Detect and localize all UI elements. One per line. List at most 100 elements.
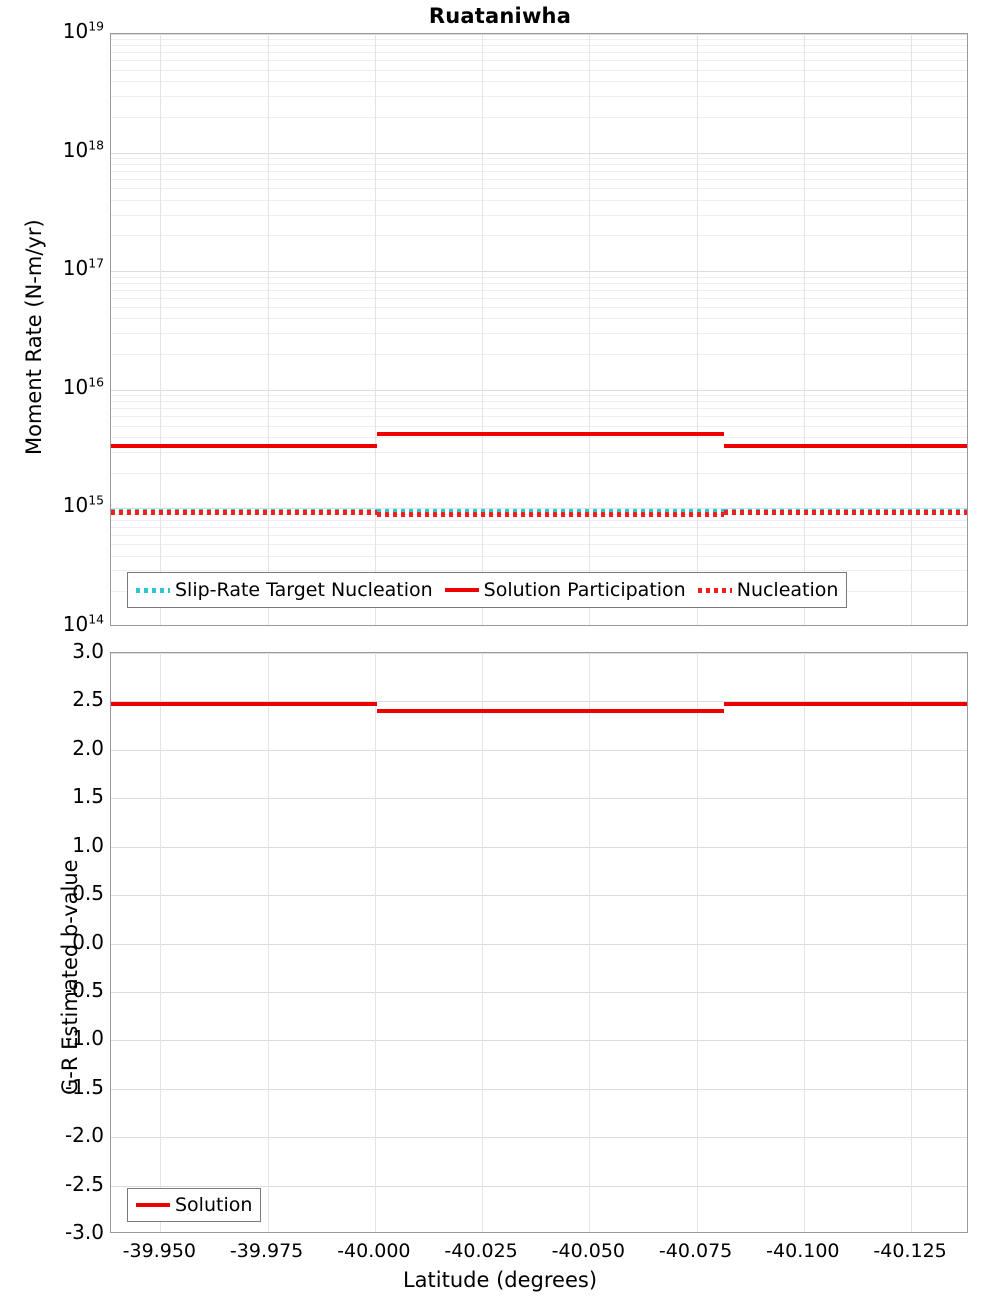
page-title: Ruataniwha (428, 4, 572, 28)
gridline-vertical (911, 34, 913, 625)
gridline-minor (111, 354, 967, 356)
legend-line-icon (444, 588, 479, 592)
data-series-segment (376, 512, 725, 518)
gridline-major (111, 895, 967, 897)
gridline-minor (111, 116, 967, 118)
xtick-label: -40.075 (658, 1240, 733, 1262)
ytick-exponent: 16 (88, 374, 104, 390)
gridline-minor (111, 170, 967, 172)
b-value-plot-area (110, 652, 968, 1233)
bottom-legend-entry[interactable]: Solution (136, 1194, 252, 1216)
gridline-minor (111, 451, 967, 453)
gridline-minor (111, 534, 967, 536)
data-series-segment (724, 702, 967, 707)
gridline-minor (111, 81, 967, 83)
gridline-major (111, 1040, 967, 1042)
ytick-label: 3.0 (72, 639, 104, 663)
gridline-vertical (911, 653, 913, 1232)
gridline-vertical (482, 34, 484, 625)
gridline-minor (111, 519, 967, 521)
ytick-label: -3.0 (64, 1220, 104, 1244)
xtick-label: -40.125 (873, 1240, 947, 1262)
gridline-major (111, 749, 967, 751)
ytick-exponent: 17 (88, 255, 104, 271)
gridline-minor (111, 282, 967, 284)
gridline-minor (111, 178, 967, 180)
gridline-vertical (374, 653, 376, 1232)
gridline-minor (111, 158, 967, 160)
gridline-minor (111, 164, 967, 166)
gridline-major (111, 152, 967, 154)
legend-label: Slip-Rate Target Nucleation (175, 579, 433, 601)
legend-label: Nucleation (736, 579, 839, 601)
gridline-minor (111, 436, 967, 438)
ytick-label: 1016 (63, 374, 104, 396)
ytick-label: -0.5 (64, 977, 104, 1002)
data-series-segment (724, 444, 967, 449)
gridline-minor (111, 188, 967, 190)
gridline-vertical (589, 653, 591, 1232)
gridline-vertical (803, 653, 805, 1232)
top-legend-entry[interactable]: Slip-Rate Target Nucleation (136, 579, 433, 601)
xtick-label: -39.975 (229, 1240, 304, 1262)
ytick-label: 1.5 (72, 784, 104, 809)
b-value-ytick-labels: 3.0 2.5 2.0 1.5 1.0 0.5 0.0 -0.5 -1.0 -1.5 -2.0 -2.… (0, 639, 104, 1244)
gridline-minor (111, 60, 967, 62)
data-series-segment (376, 709, 725, 714)
top-legend[interactable]: Slip-Rate Target Nucleation Solution Part… (127, 572, 848, 608)
gridline-major (111, 34, 967, 35)
gridline-vertical (160, 34, 162, 625)
ytick-exponent: 18 (88, 136, 104, 152)
ytick-exponent: 19 (88, 18, 104, 34)
gridline-major (111, 653, 967, 654)
data-series-segment (376, 508, 725, 514)
ytick-label: -2.0 (64, 1123, 104, 1148)
legend-label: Solution Participation (483, 579, 686, 601)
data-series-segment (111, 510, 377, 516)
gridline-minor (111, 289, 967, 291)
gridline-minor (111, 333, 967, 335)
ytick-label: 1019 (63, 18, 104, 41)
ytick-label: -1.5 (64, 1074, 104, 1099)
xtick-label: -40.050 (551, 1240, 625, 1262)
xtick-label: -40.025 (444, 1240, 518, 1262)
gridline-minor (111, 297, 967, 299)
legend-line-icon (136, 1203, 170, 1207)
gridline-minor (111, 555, 967, 557)
gridline-major (111, 701, 967, 703)
gridline-vertical (696, 653, 698, 1232)
gridline-vertical (482, 653, 484, 1232)
legend-line-icon (136, 587, 170, 593)
gridline-vertical (803, 34, 805, 625)
xtick-label: -39.950 (122, 1240, 196, 1262)
gridline-major (111, 271, 967, 273)
gridline-minor (111, 401, 967, 403)
gridline-minor (111, 318, 967, 320)
bottom-legend[interactable]: Solution (127, 1188, 262, 1222)
data-series-segment (111, 444, 377, 449)
gridline-minor (111, 69, 967, 71)
legend-label: Solution (175, 1194, 253, 1216)
top-legend-entry[interactable]: Solution Participation (444, 579, 686, 601)
ytick-label: 1.0 (72, 832, 104, 857)
ytick-exponent: 15 (88, 492, 104, 508)
ytick-exponent: 14 (88, 611, 104, 627)
gridline-vertical (374, 34, 376, 625)
gridline-vertical (696, 34, 698, 625)
gridline-major (111, 1088, 967, 1090)
gridline-vertical (267, 34, 269, 625)
ytick-label: 2.0 (72, 735, 104, 760)
top-legend-entry[interactable]: Nucleation (697, 579, 839, 601)
gridline-minor (111, 425, 967, 427)
ytick-label: 0.0 (72, 929, 104, 954)
b-value-axis-label: G-R Estimated b-value (58, 859, 82, 1095)
gridline-major (111, 798, 967, 800)
ytick-mantissa: 10 (62, 137, 89, 162)
legend-line-icon (697, 587, 732, 593)
gridline-minor (111, 416, 967, 418)
gridline-minor (111, 96, 967, 97)
gridline-minor (111, 39, 967, 41)
gridline-major (111, 991, 967, 993)
moment-rate-axis-label: Moment Rate (N-m/yr) (22, 219, 46, 455)
data-series-segment (111, 702, 377, 707)
